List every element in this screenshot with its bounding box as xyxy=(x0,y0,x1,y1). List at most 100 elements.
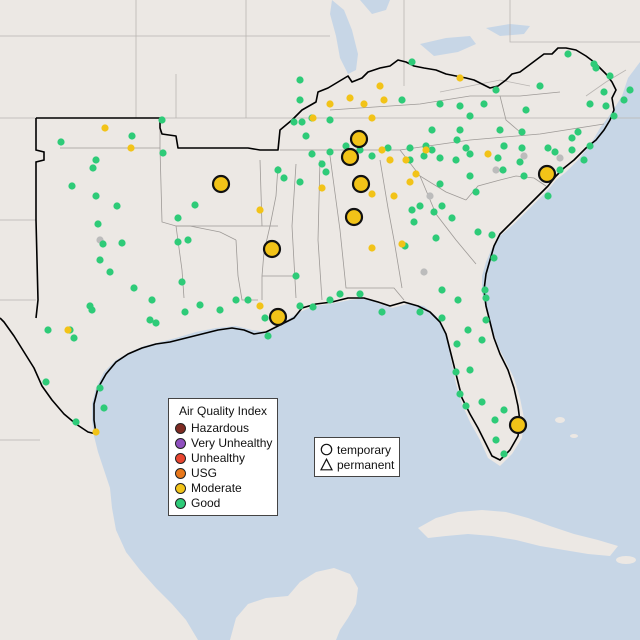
good-monitor-marker[interactable] xyxy=(466,172,474,180)
good-monitor-marker[interactable] xyxy=(96,384,104,392)
good-monitor-marker[interactable] xyxy=(368,152,376,160)
good-monitor-marker[interactable] xyxy=(456,126,464,134)
good-monitor-marker[interactable] xyxy=(296,76,304,84)
good-monitor-marker[interactable] xyxy=(148,296,156,304)
moderate-monitor-marker[interactable] xyxy=(101,124,109,132)
moderate-monitor-marker[interactable] xyxy=(390,192,398,200)
good-monitor-marker[interactable] xyxy=(586,142,594,150)
good-monitor-marker[interactable] xyxy=(96,256,104,264)
good-monitor-marker[interactable] xyxy=(518,128,526,136)
moderate-temporary-monitor-marker[interactable] xyxy=(344,207,364,227)
good-monitor-marker[interactable] xyxy=(308,150,316,158)
good-monitor-marker[interactable] xyxy=(620,96,628,104)
good-monitor-marker[interactable] xyxy=(420,152,428,160)
no-data-monitor-marker[interactable] xyxy=(420,268,428,276)
good-monitor-marker[interactable] xyxy=(296,178,304,186)
good-monitor-marker[interactable] xyxy=(482,294,490,302)
good-monitor-marker[interactable] xyxy=(600,88,608,96)
good-monitor-marker[interactable] xyxy=(522,106,530,114)
good-monitor-marker[interactable] xyxy=(466,112,474,120)
moderate-monitor-marker[interactable] xyxy=(64,326,72,334)
good-monitor-marker[interactable] xyxy=(428,126,436,134)
good-monitor-marker[interactable] xyxy=(398,96,406,104)
good-monitor-marker[interactable] xyxy=(181,308,189,316)
moderate-monitor-marker[interactable] xyxy=(256,206,264,214)
moderate-monitor-marker[interactable] xyxy=(422,146,430,154)
good-monitor-marker[interactable] xyxy=(384,144,392,152)
good-monitor-marker[interactable] xyxy=(480,100,488,108)
moderate-temporary-monitor-marker[interactable] xyxy=(211,174,231,194)
good-monitor-marker[interactable] xyxy=(280,174,288,182)
good-monitor-marker[interactable] xyxy=(152,319,160,327)
good-monitor-marker[interactable] xyxy=(556,166,564,174)
good-monitor-marker[interactable] xyxy=(478,398,486,406)
moderate-monitor-marker[interactable] xyxy=(346,94,354,102)
good-monitor-marker[interactable] xyxy=(196,301,204,309)
good-monitor-marker[interactable] xyxy=(290,118,298,126)
good-monitor-marker[interactable] xyxy=(456,102,464,110)
good-monitor-marker[interactable] xyxy=(564,50,572,58)
good-monitor-marker[interactable] xyxy=(128,132,136,140)
good-monitor-marker[interactable] xyxy=(326,296,334,304)
good-monitor-marker[interactable] xyxy=(408,206,416,214)
moderate-monitor-marker[interactable] xyxy=(412,170,420,178)
good-monitor-marker[interactable] xyxy=(500,450,508,458)
good-monitor-marker[interactable] xyxy=(499,166,507,174)
good-monitor-marker[interactable] xyxy=(602,102,610,110)
good-monitor-marker[interactable] xyxy=(452,156,460,164)
good-monitor-marker[interactable] xyxy=(500,406,508,414)
moderate-temporary-monitor-marker[interactable] xyxy=(349,129,369,149)
good-monitor-marker[interactable] xyxy=(438,286,446,294)
good-monitor-marker[interactable] xyxy=(536,82,544,90)
good-monitor-marker[interactable] xyxy=(309,303,317,311)
good-monitor-marker[interactable] xyxy=(494,154,502,162)
good-monitor-marker[interactable] xyxy=(106,268,114,276)
good-monitor-marker[interactable] xyxy=(481,286,489,294)
good-monitor-marker[interactable] xyxy=(42,378,50,386)
good-monitor-marker[interactable] xyxy=(94,220,102,228)
good-monitor-marker[interactable] xyxy=(92,192,100,200)
moderate-monitor-marker[interactable] xyxy=(378,146,386,154)
good-monitor-marker[interactable] xyxy=(326,116,334,124)
good-monitor-marker[interactable] xyxy=(113,202,121,210)
good-monitor-marker[interactable] xyxy=(586,100,594,108)
good-monitor-marker[interactable] xyxy=(453,136,461,144)
good-monitor-marker[interactable] xyxy=(416,308,424,316)
good-monitor-marker[interactable] xyxy=(146,316,154,324)
moderate-temporary-monitor-marker[interactable] xyxy=(340,147,360,167)
good-monitor-marker[interactable] xyxy=(356,146,364,154)
moderate-monitor-marker[interactable] xyxy=(402,156,410,164)
good-monitor-marker[interactable] xyxy=(99,240,107,248)
good-monitor-marker[interactable] xyxy=(406,144,414,152)
good-monitor-marker[interactable] xyxy=(296,302,304,310)
good-monitor-marker[interactable] xyxy=(436,154,444,162)
good-monitor-marker[interactable] xyxy=(496,126,504,134)
good-monitor-marker[interactable] xyxy=(274,166,282,174)
moderate-monitor-marker[interactable] xyxy=(380,96,388,104)
moderate-monitor-marker[interactable] xyxy=(456,74,464,82)
good-monitor-marker[interactable] xyxy=(72,418,80,426)
good-monitor-marker[interactable] xyxy=(174,238,182,246)
good-monitor-marker[interactable] xyxy=(452,368,460,376)
good-monitor-marker[interactable] xyxy=(438,202,446,210)
good-monitor-marker[interactable] xyxy=(261,314,269,322)
moderate-monitor-marker[interactable] xyxy=(406,178,414,186)
good-monitor-marker[interactable] xyxy=(232,296,240,304)
good-monitor-marker[interactable] xyxy=(482,316,490,324)
good-monitor-marker[interactable] xyxy=(500,142,508,150)
good-monitor-marker[interactable] xyxy=(520,172,528,180)
no-data-monitor-marker[interactable] xyxy=(492,166,500,174)
good-monitor-marker[interactable] xyxy=(322,168,330,176)
no-data-monitor-marker[interactable] xyxy=(520,152,528,160)
good-monitor-marker[interactable] xyxy=(264,332,272,340)
good-monitor-marker[interactable] xyxy=(158,116,166,124)
good-monitor-marker[interactable] xyxy=(462,144,470,152)
good-monitor-marker[interactable] xyxy=(100,404,108,412)
no-data-monitor-marker[interactable] xyxy=(556,154,564,162)
good-monitor-marker[interactable] xyxy=(518,144,526,152)
good-monitor-marker[interactable] xyxy=(454,296,462,304)
good-monitor-marker[interactable] xyxy=(462,402,470,410)
good-monitor-marker[interactable] xyxy=(488,231,496,239)
moderate-temporary-monitor-marker[interactable] xyxy=(537,164,557,184)
